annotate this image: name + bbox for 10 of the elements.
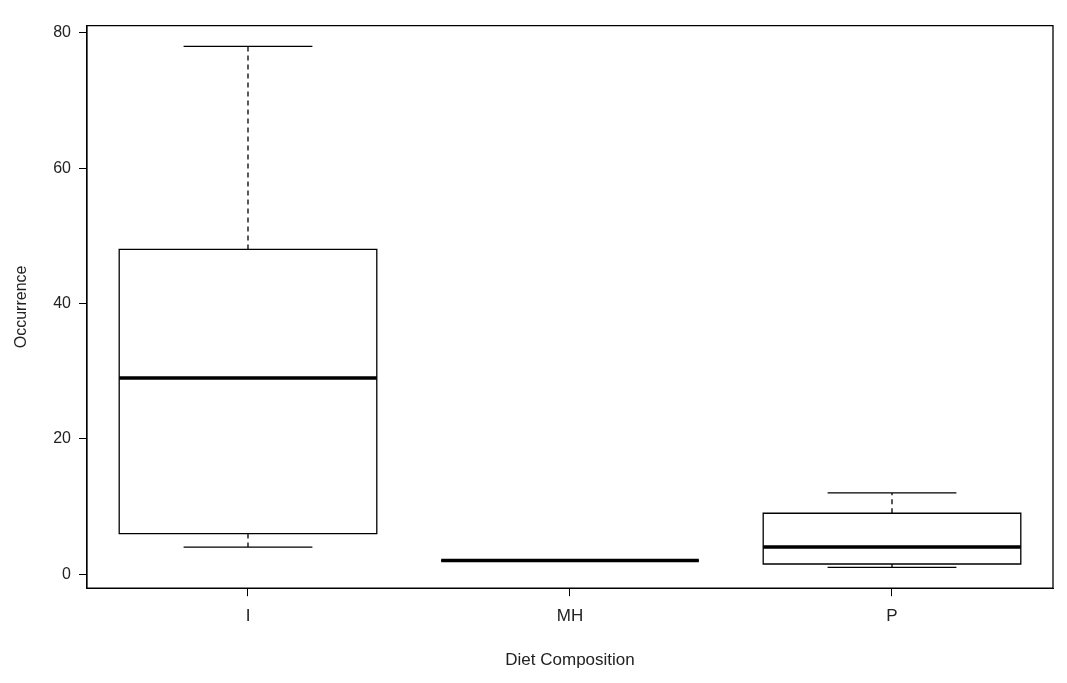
y-tick-label: 0 [62, 564, 72, 582]
y-axis-title: Occurrence [12, 265, 30, 349]
x-axis-title: Diet Composition [505, 650, 635, 670]
x-tick-label: MH [556, 606, 584, 626]
y-tick-label: 60 [53, 158, 72, 176]
x-tick-label: I [245, 606, 251, 626]
x-tick-label: P [886, 606, 898, 626]
y-tick-label: 20 [53, 429, 72, 447]
y-tick-label: 80 [53, 23, 72, 41]
y-tick-label: 40 [53, 293, 72, 311]
